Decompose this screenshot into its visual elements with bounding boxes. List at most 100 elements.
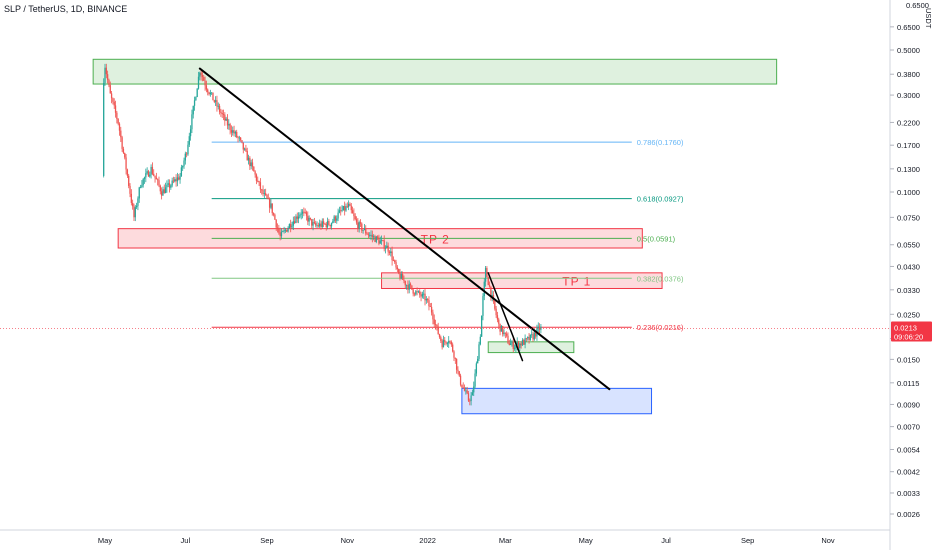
candle-body (192, 105, 194, 115)
candle-body (261, 189, 263, 191)
candle-body (199, 72, 201, 77)
candle-body (112, 98, 114, 102)
candle-body (174, 179, 176, 182)
candle-body (121, 137, 123, 149)
candle-body (228, 124, 230, 126)
candle-body (116, 112, 118, 119)
candle-body (517, 342, 520, 348)
candle-body (511, 341, 513, 344)
candle-body (301, 211, 304, 214)
candle-body (347, 203, 350, 207)
candle-body (527, 337, 529, 339)
candle-body (230, 130, 233, 133)
y-tick-label: 0.0026 (897, 510, 920, 519)
x-tick-label: Jul (181, 536, 191, 545)
y-tick-label: 0.0550 (897, 241, 920, 250)
candle-body (315, 223, 317, 226)
candle-body (452, 344, 454, 352)
candle-body (195, 97, 197, 101)
y-tick-label: 0.0750 (897, 213, 920, 222)
y-tick-label: 0.0150 (897, 355, 920, 364)
candle-body (502, 326, 504, 335)
candle-body (496, 315, 499, 320)
candle-body (133, 206, 135, 218)
candle-body (466, 390, 468, 394)
candle-body (117, 118, 119, 124)
candle-body (170, 185, 172, 188)
current-price-tag (891, 321, 932, 342)
candle-body (296, 216, 298, 219)
candle-body (337, 212, 339, 219)
candle-body (242, 142, 244, 150)
candle-body (114, 105, 117, 113)
candle-body (367, 234, 370, 236)
candle-body (236, 131, 238, 138)
candle-body (122, 148, 125, 153)
candle-body (512, 341, 514, 349)
candle-body (498, 319, 500, 324)
candle-body (392, 260, 395, 261)
candle-body (120, 130, 122, 138)
candle-body (488, 285, 491, 287)
candle-body (303, 211, 305, 213)
candle-body (211, 92, 213, 94)
candle-body (319, 223, 321, 227)
candle-body (519, 343, 521, 348)
candle-body (308, 217, 310, 222)
candle-body (126, 169, 129, 176)
y-tick-label: 0.1000 (897, 188, 920, 197)
candle-body (538, 326, 541, 330)
candle-body (471, 392, 474, 396)
candle-body (221, 113, 223, 115)
candle-body (171, 180, 173, 186)
candle-body (427, 299, 429, 301)
candle-body (373, 236, 375, 238)
x-tick-label: Sep (260, 536, 273, 545)
candle-body (105, 67, 107, 75)
candle-body (257, 180, 259, 182)
zone-green-small (487, 341, 575, 354)
zone-label-tp2: TP 2 (421, 232, 450, 246)
candle-body (399, 273, 401, 279)
candle-body (475, 363, 478, 374)
candle-body (467, 393, 470, 401)
candle-body (316, 225, 318, 227)
candle-body (394, 260, 396, 263)
candle-body (208, 92, 210, 95)
candle-body (250, 162, 252, 167)
candle-body (391, 251, 393, 261)
y-tick-label: 0.3000 (897, 91, 920, 100)
candle-body (305, 212, 308, 216)
fib-label-0: 0.786(0.1760) (637, 138, 684, 147)
candle-body (509, 343, 512, 345)
candle-body (118, 123, 121, 131)
candle-body (238, 137, 240, 139)
candle-body (293, 221, 296, 224)
candle-body (534, 332, 537, 337)
candle-body (234, 131, 237, 134)
candle-body (470, 395, 472, 402)
candle-body (186, 153, 188, 155)
candle-body (284, 229, 287, 231)
candle-body (487, 277, 489, 286)
candle-body (311, 219, 313, 226)
candle-body (420, 294, 422, 297)
candle-body (482, 296, 484, 316)
candle-body (224, 114, 226, 121)
candle-body (374, 236, 376, 242)
candle-body (138, 187, 140, 199)
candle-body (279, 232, 281, 237)
candle-body (416, 291, 418, 293)
candle-body (338, 210, 341, 213)
candle-body (283, 230, 285, 232)
candle-body (201, 75, 204, 78)
candle-body (299, 214, 301, 217)
y-tick-label: 0.0115 (897, 379, 919, 388)
candle-body (457, 369, 459, 372)
y-tick-label: 0.0070 (897, 423, 920, 432)
candle-body (245, 148, 247, 152)
candle-body (486, 268, 488, 278)
candle-body (330, 222, 333, 227)
candle-body (491, 294, 493, 297)
